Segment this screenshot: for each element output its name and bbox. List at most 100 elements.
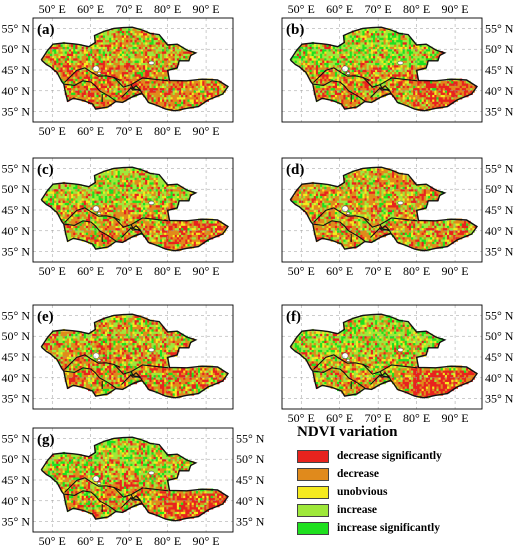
lat-tick-label: 55° N bbox=[2, 431, 31, 445]
lon-tick-label: 60° E bbox=[77, 264, 104, 278]
lake-shape bbox=[148, 200, 155, 206]
map-frame bbox=[281, 304, 483, 410]
map-svg-e: (e) 55° N 50° N 45° N 40° N 35° N bbox=[2, 304, 234, 410]
lat-tick-label: 35° N bbox=[2, 245, 31, 259]
lon-tick-label: 60° E bbox=[326, 264, 353, 278]
lat-tick-label: 55° N bbox=[2, 161, 31, 175]
lon-tick-label: 50° E bbox=[288, 264, 315, 278]
region-outline bbox=[40, 26, 230, 112]
map-panel-b: (b) 50° E 60° E 70° E 80° E 90° E 55° N 50° N 45… bbox=[262, 0, 522, 130]
lake-shape bbox=[148, 60, 155, 66]
lon-tick-label: 80° E bbox=[154, 2, 181, 16]
lon-tick-label: 50° E bbox=[288, 411, 315, 425]
lake-shape bbox=[148, 470, 155, 476]
lat-tick-label: 45° N bbox=[485, 203, 514, 217]
lon-tick-label: 90° E bbox=[442, 264, 469, 278]
country-borders bbox=[312, 354, 418, 389]
lon-tick-label: 80° E bbox=[403, 2, 430, 16]
map-svg-c: (c) 50° E 60° E 70° E 80° E 90° E 55° N 50° N 45… bbox=[2, 157, 234, 278]
lake-shape bbox=[97, 481, 102, 485]
lat-tick-label: 55° N bbox=[485, 21, 514, 35]
lake-shape bbox=[97, 211, 102, 215]
panel-label: (d) bbox=[286, 162, 304, 178]
legend-label: unobvious bbox=[337, 486, 388, 498]
panel-label: (f) bbox=[286, 309, 301, 325]
lat-tick-label: 45° N bbox=[485, 350, 514, 364]
lake-shape bbox=[397, 200, 404, 206]
lat-tick-label: 50° N bbox=[485, 42, 514, 56]
panel-label: (e) bbox=[37, 309, 54, 325]
lat-tick-label: 40° N bbox=[2, 224, 31, 238]
region-outline bbox=[289, 166, 479, 252]
legend-item-increase: increase bbox=[297, 503, 377, 517]
legend-label: decrease bbox=[337, 468, 379, 480]
lat-tick-label: 50° N bbox=[2, 452, 31, 466]
graticule bbox=[282, 305, 482, 409]
lat-tick-label: 35° N bbox=[236, 515, 265, 529]
lon-tick-label: 70° E bbox=[116, 124, 143, 138]
lake-shape bbox=[92, 475, 100, 482]
map-svg-g: (g) 50° E 60° E 70° E 80° E 90° E 55° N 55° N 50… bbox=[2, 427, 265, 548]
lake-shape bbox=[92, 352, 100, 359]
map-panel-e: (e) 55° N 50° N 45° N 40° N 35° N bbox=[0, 287, 260, 417]
lake-shape bbox=[397, 60, 404, 66]
lon-tick-label: 90° E bbox=[442, 411, 469, 425]
lat-tick-label: 40° N bbox=[2, 371, 31, 385]
lat-tick-label: 40° N bbox=[2, 494, 31, 508]
lon-tick-label: 70° E bbox=[116, 264, 143, 278]
map-frame bbox=[281, 17, 483, 123]
lon-tick-label: 50° E bbox=[39, 124, 66, 138]
map-svg-f: (f) 50° E 60° E 70° E 80° E 90° E 55° N 50° N 45… bbox=[281, 304, 514, 425]
ndvi-raster bbox=[290, 28, 478, 111]
lake-shape bbox=[346, 211, 351, 215]
region-outline bbox=[40, 436, 230, 522]
map-panel-a: (a) 50° E 60° E 70° E 80° E 90° E 50° E 60° E 70… bbox=[0, 0, 260, 138]
lat-tick-label: 50° N bbox=[485, 329, 514, 343]
legend-title: NDVI variation bbox=[297, 424, 398, 440]
map-panel-c: (c) 50° E 60° E 70° E 80° E 90° E 55° N 50° N 45… bbox=[0, 140, 260, 278]
lake-shape bbox=[346, 358, 351, 362]
map-frame bbox=[32, 157, 234, 263]
legend-label: increase significantly bbox=[337, 522, 440, 534]
lake-shape bbox=[92, 205, 100, 212]
lat-tick-label: 55° N bbox=[2, 21, 31, 35]
ndvi-raster bbox=[41, 28, 229, 111]
lake-shape bbox=[341, 352, 349, 359]
lat-tick-label: 45° N bbox=[2, 63, 31, 77]
lon-tick-label: 80° E bbox=[403, 411, 430, 425]
map-svg-a: (a) 50° E 60° E 70° E 80° E 90° E 50° E 60° E 70… bbox=[2, 2, 234, 138]
lon-tick-label: 80° E bbox=[154, 534, 181, 548]
lon-tick-label: 70° E bbox=[116, 534, 143, 548]
panel-label: (b) bbox=[286, 22, 304, 38]
region-outline bbox=[40, 313, 230, 399]
lat-tick-label: 35° N bbox=[485, 105, 514, 119]
lon-tick-label: 60° E bbox=[77, 124, 104, 138]
legend-item-decrease-significantly: decrease significantly bbox=[297, 449, 442, 463]
lon-tick-label: 90° E bbox=[193, 2, 220, 16]
lat-tick-label: 40° N bbox=[485, 84, 514, 98]
lat-tick-label: 55° N bbox=[236, 431, 265, 445]
ndvi-raster bbox=[290, 168, 478, 251]
legend-label: decrease significantly bbox=[337, 450, 442, 462]
lake-shape bbox=[97, 358, 102, 362]
lon-tick-label: 60° E bbox=[77, 2, 104, 16]
region-outline bbox=[289, 313, 479, 399]
region-outline bbox=[289, 26, 479, 112]
legend-swatch-decrease bbox=[297, 467, 329, 481]
lat-tick-label: 50° N bbox=[236, 452, 265, 466]
map-panel-f: (f) 50° E 60° E 70° E 80° E 90° E 55° N 50° N 45… bbox=[262, 287, 522, 425]
map-frame bbox=[281, 157, 483, 263]
lat-tick-label: 35° N bbox=[485, 245, 514, 259]
graticule bbox=[33, 305, 233, 409]
lat-tick-label: 35° N bbox=[2, 105, 31, 119]
legend-item-increase-significantly: increase significantly bbox=[297, 521, 440, 535]
ndvi-raster bbox=[41, 438, 229, 521]
lake-shape bbox=[97, 71, 102, 75]
lon-tick-label: 50° E bbox=[39, 534, 66, 548]
legend-item-decrease: decrease bbox=[297, 467, 379, 481]
graticule bbox=[33, 428, 233, 532]
panel-label: (a) bbox=[37, 22, 55, 38]
lon-tick-label: 70° E bbox=[116, 2, 143, 16]
lon-tick-label: 60° E bbox=[326, 411, 353, 425]
lat-tick-label: 55° N bbox=[485, 161, 514, 175]
